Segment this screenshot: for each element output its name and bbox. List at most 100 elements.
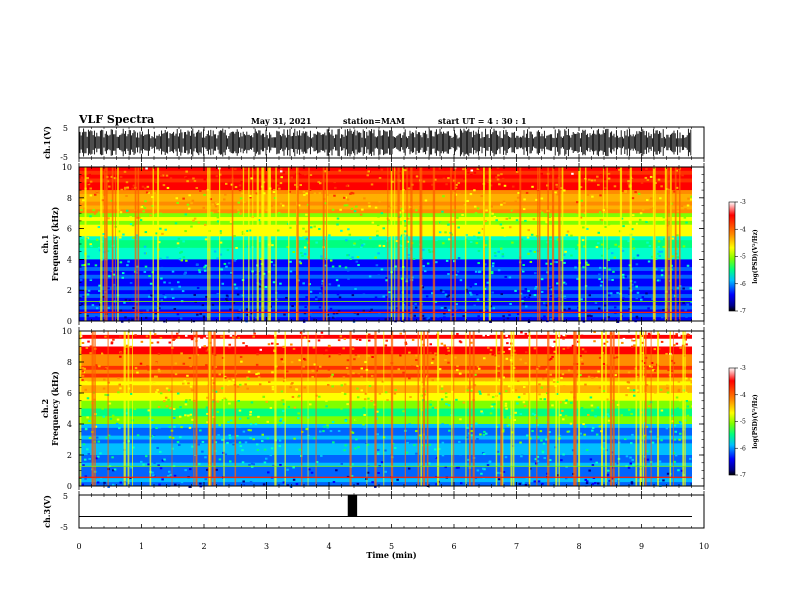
spectrogram-speckle [445, 259, 449, 262]
spectrogram-speckle [179, 462, 183, 465]
y-tick-label: 4 [67, 255, 72, 264]
spectrogram-speckle [558, 434, 562, 437]
spectrogram-speckle [201, 203, 204, 206]
spectrogram-speckle [289, 386, 292, 389]
spectrogram-speckle [622, 413, 625, 416]
spectrogram-speckle [360, 401, 364, 404]
spectrogram-speckle [636, 291, 640, 294]
spectrogram-speckle [236, 316, 240, 319]
spectrogram-speckle [565, 465, 568, 468]
spectrogram-speckle [193, 293, 196, 296]
spectrogram-speckle [219, 268, 222, 271]
spectrogram-speckle [666, 472, 670, 475]
spectrogram-speckle [407, 257, 411, 260]
spectrogram-speckle [168, 281, 171, 284]
spectrogram-speckle [377, 450, 381, 453]
spectrogram-speckle [584, 350, 587, 353]
spectrogram-speckle [532, 218, 536, 221]
spectrogram-speckle [303, 193, 306, 196]
spectrogram-speckle [690, 195, 693, 198]
spectrogram-speckle [174, 362, 178, 365]
spectrogram-speckle [254, 250, 257, 253]
spectrogram-speckle [479, 433, 482, 436]
spectrogram-speckle [498, 183, 501, 186]
spectrogram-speckle [350, 475, 354, 478]
spectrogram-speckle [638, 218, 642, 221]
spectrogram-speckle [151, 471, 154, 474]
spectrogram-speckle [484, 231, 487, 234]
spectrogram-speckle [633, 344, 636, 347]
spectrogram-sferic [574, 331, 577, 486]
spectrogram-speckle [583, 211, 587, 214]
spectrogram-speckle [646, 179, 650, 182]
spectrogram-speckle [357, 372, 361, 375]
spectrogram-speckle [384, 449, 387, 452]
spectrogram-speckle [431, 406, 435, 409]
spectrogram-speckle [257, 283, 261, 286]
spectrogram-speckle [189, 413, 193, 416]
spectrogram-speckle [434, 474, 438, 477]
spectrogram-speckle [259, 257, 263, 260]
spectrogram-speckle [497, 174, 500, 177]
spectrogram-speckle [318, 395, 321, 398]
spectrogram-speckle [371, 221, 375, 224]
spectrogram-speckle [399, 332, 402, 335]
spectrogram-speckle [326, 313, 329, 316]
spectrogram-speckle [686, 264, 690, 267]
spectrogram-speckle [497, 365, 500, 368]
spectrogram-speckle [377, 482, 381, 485]
spectrogram-speckle [543, 315, 546, 318]
spectrogram-speckle [326, 255, 329, 258]
spectrogram-band [79, 365, 692, 371]
spectrogram-speckle [370, 308, 373, 311]
spectrogram-speckle [685, 400, 689, 403]
spectrogram-speckle [351, 256, 354, 259]
spectrogram-speckle [320, 331, 324, 334]
spectrogram-speckle [360, 367, 364, 370]
spectrogram-speckle [451, 313, 454, 316]
spectrogram-speckle [281, 204, 285, 207]
spectrogram-speckle [97, 440, 101, 443]
spectrogram-speckle [560, 187, 563, 190]
spectrogram-speckle [249, 410, 252, 413]
spectrogram-speckle [267, 334, 271, 337]
spectrogram-speckle [305, 192, 308, 195]
spectrogram-speckle [474, 283, 477, 286]
spectrogram-speckle [192, 313, 196, 316]
spectrogram-speckle [491, 396, 495, 399]
ch3-pulse [347, 495, 358, 517]
spectrogram-speckle [526, 236, 530, 239]
spectrogram-speckle [299, 331, 303, 334]
spectrogram-speckle [393, 446, 397, 449]
spectrogram-speckle [671, 255, 674, 258]
spectrogram-speckle [240, 180, 244, 183]
spectrogram-band [79, 301, 692, 307]
spectrogram-speckle [607, 415, 611, 418]
spectrogram-speckle [125, 209, 129, 212]
spectrogram-speckle [314, 207, 318, 210]
spectrogram-speckle [484, 380, 488, 383]
spectrogram-speckle [635, 287, 638, 290]
spectrogram-speckle [631, 458, 635, 461]
spectrogram-speckle [618, 168, 621, 171]
spectrogram-speckle [411, 305, 415, 308]
spectrogram-speckle [165, 405, 169, 408]
spectrogram-speckle [630, 412, 633, 415]
spectrogram-speckle [89, 215, 92, 218]
spectrogram-speckle [140, 205, 144, 208]
spectrogram-speckle [295, 483, 299, 486]
spectrogram-band [79, 404, 692, 409]
spectrogram-speckle [459, 361, 463, 364]
spectrogram-speckle [421, 444, 424, 447]
spectrogram-speckle [206, 412, 209, 415]
spectrogram-speckle [471, 448, 474, 451]
spectrogram-speckle [646, 199, 649, 202]
spectrogram-speckle [523, 268, 526, 271]
spectrogram-speckle [421, 286, 425, 289]
spectrogram-speckle [473, 189, 476, 192]
spectrogram-speckle [395, 307, 399, 310]
spectrogram-speckle [458, 340, 462, 343]
spectrogram-speckle [156, 388, 159, 391]
spectrogram-sferic [450, 167, 452, 321]
